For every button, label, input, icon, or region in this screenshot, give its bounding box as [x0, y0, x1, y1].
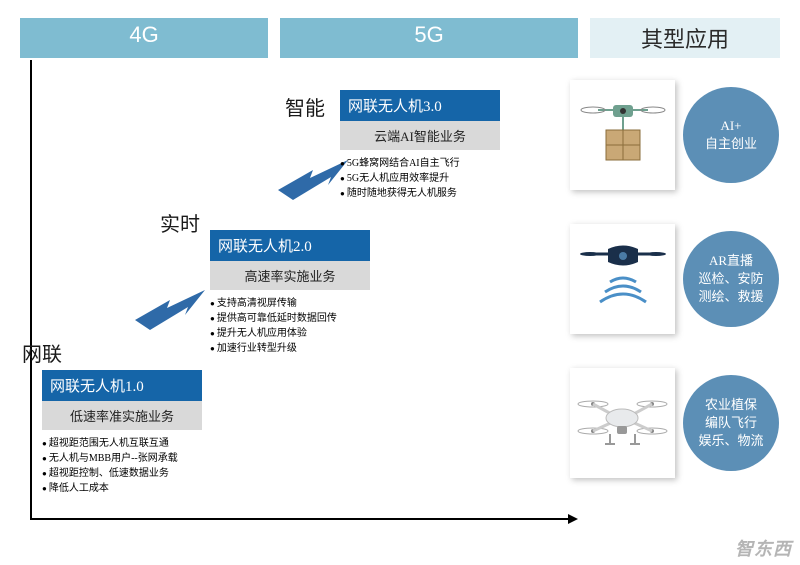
drone-image-3 — [570, 368, 675, 478]
arrow-1 — [135, 290, 205, 330]
drone-image-2 — [570, 224, 675, 334]
stage3-title: 网联无人机3.0 — [340, 90, 500, 121]
header-4g: 4G — [20, 18, 268, 58]
stage2-subtitle: 高速率实施业务 — [210, 261, 370, 290]
stage3-label: 智能 — [285, 92, 325, 121]
stage3-bullets: 5G蜂窝网结合AI自主飞行 5G无人机应用效率提升 随时随地获得无人机服务 — [340, 156, 500, 201]
app-circle-3: 农业植保 编队飞行 娱乐、物流 — [683, 375, 779, 471]
bullet: 加速行业转型升级 — [210, 341, 370, 356]
app-row-1: AI+ 自主创业 — [570, 70, 780, 200]
bullet: 5G蜂窝网结合AI自主飞行 — [340, 156, 500, 171]
header-5g: 5G — [280, 18, 578, 58]
x-axis — [30, 518, 570, 520]
app-row-3: 农业植保 编队飞行 娱乐、物流 — [570, 358, 780, 488]
stage1-title: 网联无人机1.0 — [42, 370, 202, 401]
bullet: 提供高可靠低延时数据回传 — [210, 311, 370, 326]
bullet: 提升无人机应用体验 — [210, 326, 370, 341]
arrow-2 — [278, 160, 348, 200]
y-axis — [30, 60, 32, 520]
stage2-bullets: 支持高清视屏传输 提供高可靠低延时数据回传 提升无人机应用体验 加速行业转型升级 — [210, 296, 370, 356]
drone-image-1 — [570, 80, 675, 190]
evolution-chart: 网联 网联无人机1.0 低速率准实施业务 超视距范围无人机互联互通 无人机与MB… — [30, 60, 560, 550]
stage3-subtitle: 云端AI智能业务 — [340, 121, 500, 150]
bullet: 5G无人机应用效率提升 — [340, 171, 500, 186]
app-circle-2: AR直播 巡检、安防 测绘、救援 — [683, 231, 779, 327]
stage2-label: 实时 — [160, 208, 200, 237]
header-row: 4G 5G 其型应用 — [20, 18, 780, 58]
bullet: 无人机与MBB用户--张网承载 — [42, 451, 202, 466]
header-applications: 其型应用 — [590, 18, 780, 58]
stage1-label: 网联 — [22, 338, 62, 367]
stage1-bullets: 超视距范围无人机互联互通 无人机与MBB用户--张网承载 超视距控制、低速数据业… — [42, 436, 202, 496]
stage1-subtitle: 低速率准实施业务 — [42, 401, 202, 430]
app-row-2: AR直播 巡检、安防 测绘、救援 — [570, 214, 780, 344]
bullet: 超视距范围无人机互联互通 — [42, 436, 202, 451]
bullet: 降低人工成本 — [42, 481, 202, 496]
applications-column: AI+ 自主创业 AR直播 巡检、安防 测绘、救援 — [570, 70, 780, 488]
stage2-title: 网联无人机2.0 — [210, 230, 370, 261]
stage3-box: 网联无人机3.0 云端AI智能业务 5G蜂窝网结合AI自主飞行 5G无人机应用效… — [340, 90, 500, 201]
bullet: 支持高清视屏传输 — [210, 296, 370, 311]
stage1-box: 网联无人机1.0 低速率准实施业务 超视距范围无人机互联互通 无人机与MBB用户… — [42, 370, 202, 496]
app-circle-1: AI+ 自主创业 — [683, 87, 779, 183]
bullet: 超视距控制、低速数据业务 — [42, 466, 202, 481]
watermark: 智东西 — [735, 535, 792, 561]
bullet: 随时随地获得无人机服务 — [340, 186, 500, 201]
stage2-box: 网联无人机2.0 高速率实施业务 支持高清视屏传输 提供高可靠低延时数据回传 提… — [210, 230, 370, 356]
